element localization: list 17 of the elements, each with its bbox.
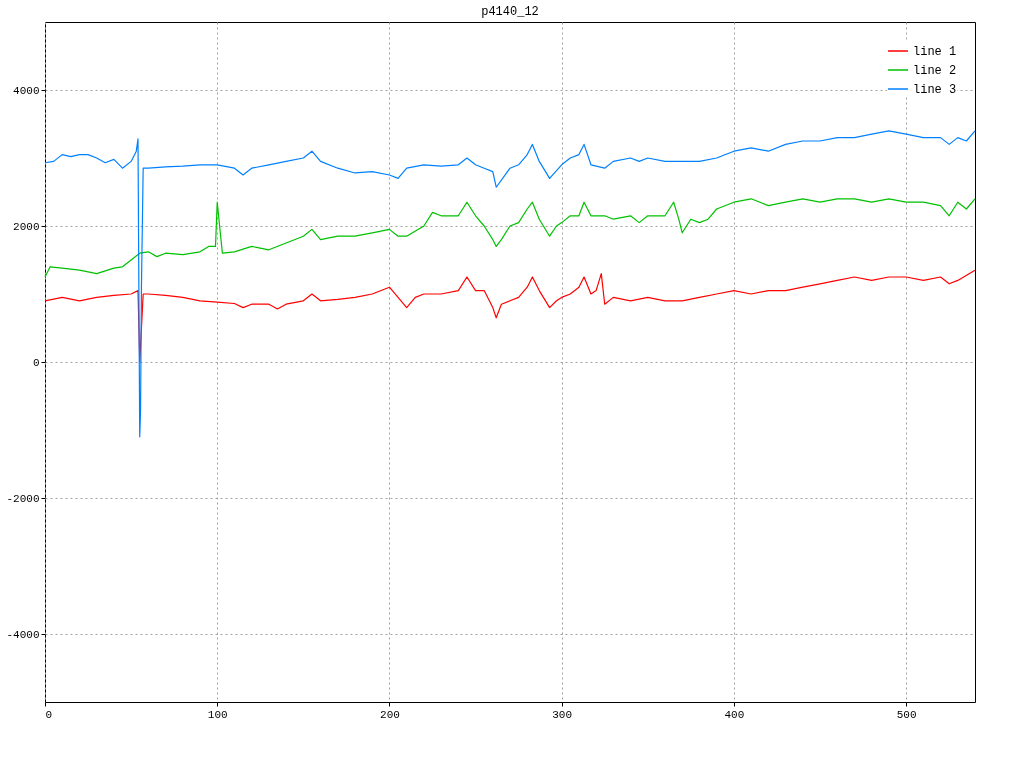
x-tick-label: 100 (207, 708, 228, 721)
y-tick-label: 2000 (13, 220, 40, 233)
y-tick-label: -2000 (6, 492, 40, 505)
x-tick-label: 300 (552, 708, 573, 721)
chart-title: p4140_12 (481, 5, 539, 19)
y-tick-label: 0 (32, 356, 40, 369)
y-tick-label: 4000 (13, 84, 40, 97)
x-tick-label: 400 (724, 708, 745, 721)
line-series (44, 198, 976, 278)
line-series (44, 130, 976, 438)
legend-label: line 2 (913, 64, 957, 78)
x-tick-label: 200 (380, 708, 400, 721)
y-tick-label: -4000 (6, 628, 40, 641)
legend-label: line 3 (913, 83, 957, 97)
x-tick-label: 0 (45, 708, 53, 721)
legend-label: line 1 (913, 45, 957, 59)
x-tick-label: 500 (896, 708, 917, 721)
